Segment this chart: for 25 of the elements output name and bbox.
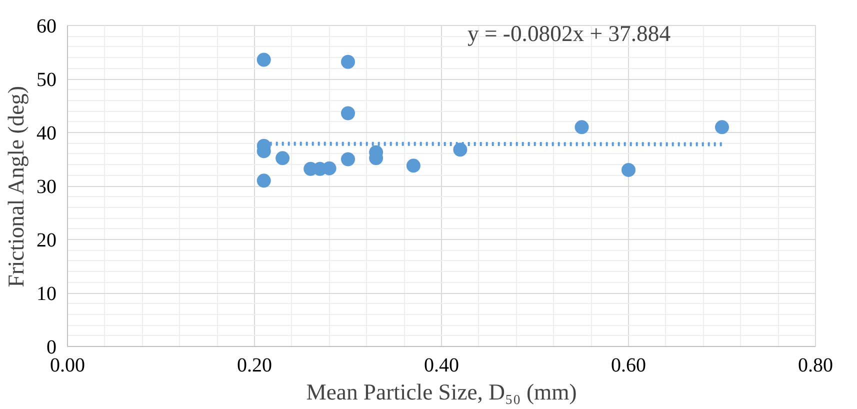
y-tick-label: 50	[36, 69, 56, 91]
point	[574, 120, 589, 134]
point	[715, 120, 729, 134]
point	[256, 174, 271, 188]
point	[256, 52, 271, 67]
point	[341, 54, 355, 69]
point	[341, 152, 355, 166]
y-tick-label: 40	[36, 122, 56, 144]
x-tick-label: 0.40	[424, 354, 459, 376]
y-tick-label: 10	[36, 283, 56, 305]
point	[453, 142, 468, 157]
x-tick-label: 0.80	[798, 354, 833, 376]
y-axis-title: Frictional Angle (deg)	[4, 86, 28, 288]
x-axis-title: Mean Particle Size, D₅₀ (mm)	[306, 380, 577, 404]
x-tick-label: 0.20	[237, 354, 272, 376]
x-tick-label: 0.60	[611, 354, 646, 376]
point	[322, 161, 336, 176]
point	[341, 106, 355, 120]
point	[406, 158, 420, 173]
point	[276, 151, 290, 166]
annotation: y = -0.0802x + 37.884	[468, 21, 671, 46]
point	[622, 162, 636, 177]
y-tick-label: 60	[36, 16, 56, 38]
y-tick-label: 20	[36, 230, 56, 252]
y-tick-label: 30	[36, 176, 56, 198]
